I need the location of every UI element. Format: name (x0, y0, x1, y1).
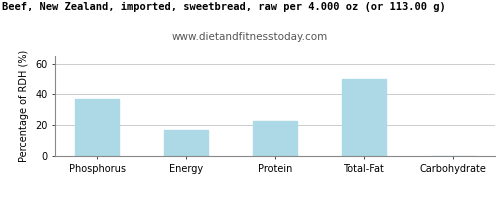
Text: Beef, New Zealand, imported, sweetbread, raw per 4.000 oz (or 113.00 g): Beef, New Zealand, imported, sweetbread,… (2, 2, 446, 12)
Bar (75, 99, 120, 156)
Text: www.dietandfitnesstoday.com: www.dietandfitnesstoday.com (172, 32, 328, 42)
Bar (164, 130, 208, 156)
Bar (253, 121, 297, 156)
Y-axis label: Percentage of RDH (%): Percentage of RDH (%) (20, 50, 30, 162)
Bar (342, 79, 386, 156)
